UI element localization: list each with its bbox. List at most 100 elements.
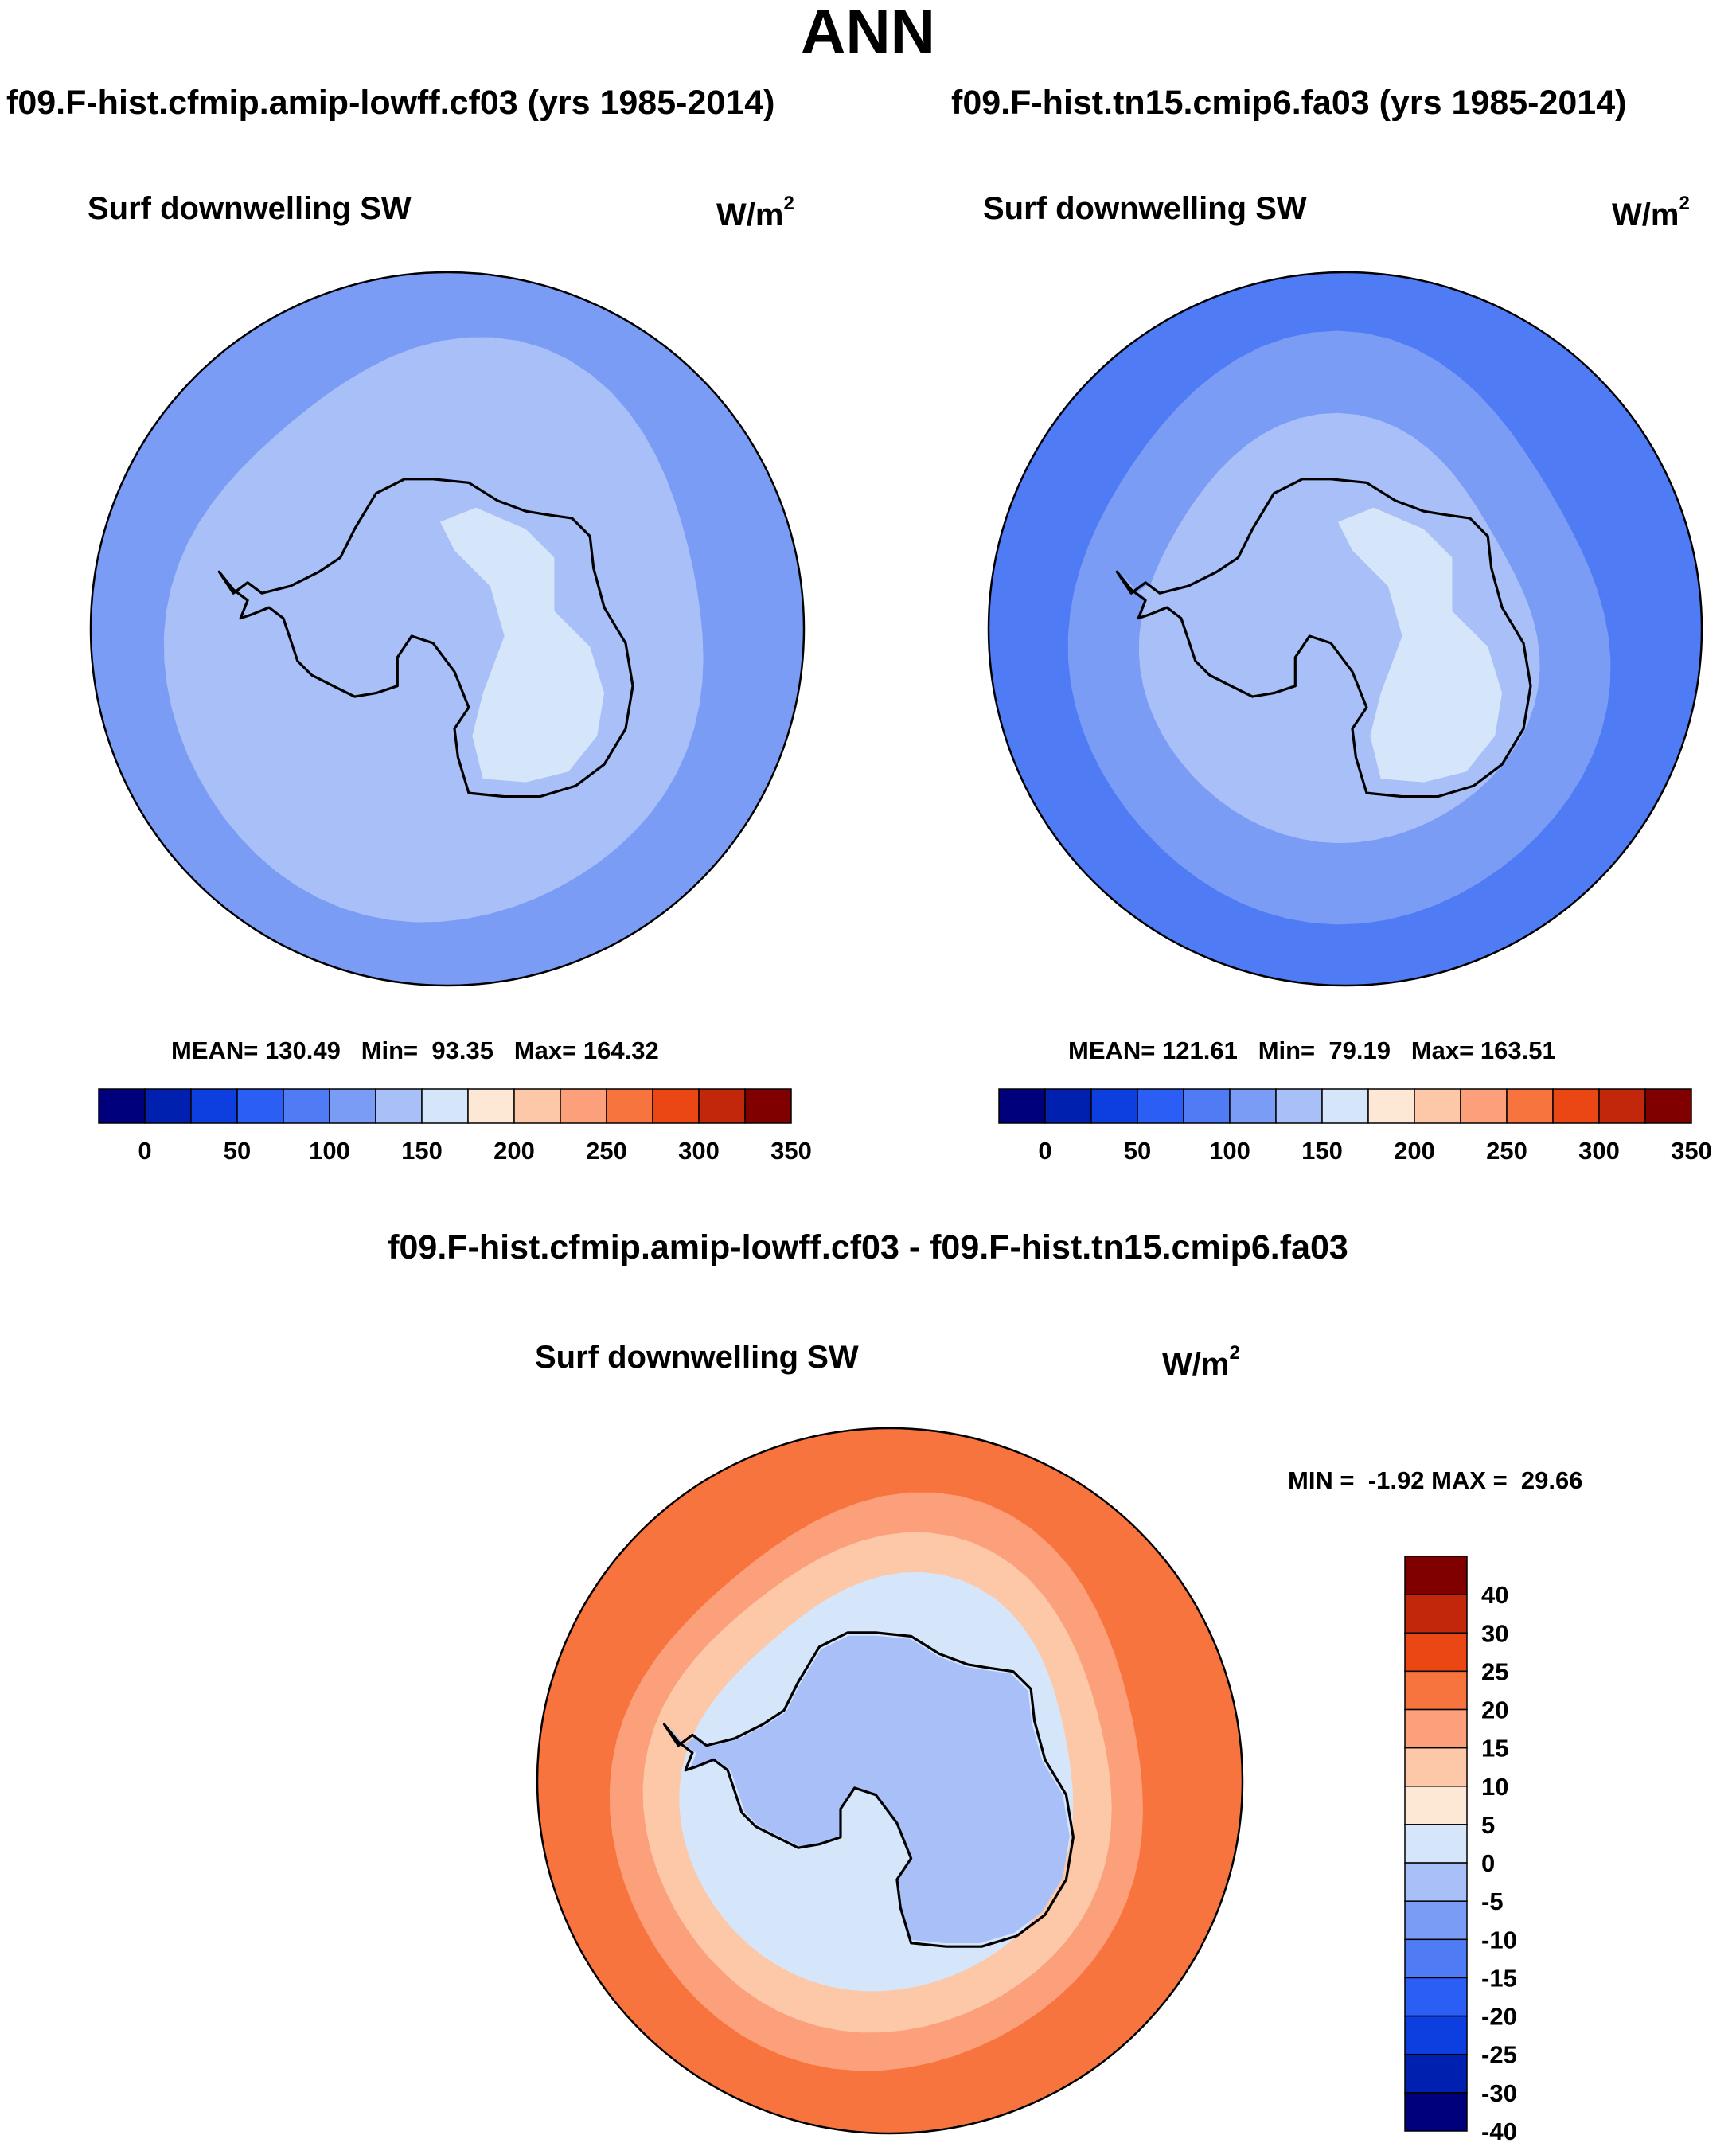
- right-colorbar-box: [1644, 1088, 1692, 1124]
- left-colorbar-box: [744, 1088, 792, 1124]
- figure-title: ANN: [801, 0, 935, 66]
- diff-colorbar-tick-label: 30: [1481, 1619, 1508, 1647]
- diff-colorbar-tick-label: 15: [1481, 1735, 1508, 1762]
- diff-region-antarctic-interior: [669, 1635, 1070, 1943]
- diff-colorbar-box: [1404, 1938, 1468, 1979]
- left-colorbar-box: [606, 1088, 653, 1124]
- diff-colorbar-tick-label: 40: [1481, 1581, 1508, 1609]
- left-colorbar-box: [652, 1088, 700, 1124]
- diff-colorbar-box: [1404, 1747, 1468, 1787]
- diff-map: [536, 1427, 1244, 2135]
- right-colorbar-tick-label: 0: [1038, 1137, 1051, 1165]
- diff-colorbar-box: [1404, 1977, 1468, 2017]
- diff-colorbar-box: [1404, 1632, 1468, 1673]
- left-colorbar-box: [467, 1088, 515, 1124]
- right-colorbar-tick-label: 350: [1671, 1137, 1712, 1165]
- diff-units: W/m2: [1162, 1342, 1240, 1382]
- right-variable-title: Surf downwelling SW: [983, 191, 1307, 226]
- right-units: W/m2: [1612, 193, 1690, 232]
- left-colorbar-box: [144, 1088, 192, 1124]
- diff-colorbar-tick-label: 20: [1481, 1696, 1508, 1724]
- diff-colorbar-box: [1404, 1824, 1468, 1864]
- right-colorbar-box: [1090, 1088, 1138, 1124]
- right-colorbar: 0 50 100 150 200 250 300 350: [998, 1088, 1712, 1165]
- diff-colorbar: 40 30 25 20 15 10 5 0 -5 -10 -15 -20 -25 -30 -40: [1404, 1556, 1517, 2143]
- right-colorbar-box: [1321, 1088, 1369, 1124]
- right-colorbar-tick-label: 250: [1486, 1137, 1527, 1165]
- left-region-east-antarctica-plateau: [440, 507, 605, 783]
- diff-colorbar-box: [1404, 2053, 1468, 2094]
- right-colorbar-tick-label: 150: [1301, 1137, 1343, 1165]
- left-colorbar-tick-label: 50: [224, 1137, 251, 1165]
- left-colorbar-tick-label: 300: [678, 1137, 720, 1165]
- right-colorbar-tick-label: 300: [1578, 1137, 1620, 1165]
- right-colorbar-box: [1414, 1088, 1461, 1124]
- diff-colorbar-tick-label: -5: [1481, 1887, 1504, 1915]
- right-map: [987, 271, 1703, 987]
- diff-colorbar-box: [1404, 1556, 1468, 1595]
- left-colorbar-tick-label: 350: [770, 1137, 812, 1165]
- diff-colorbar-tick-label: 25: [1481, 1657, 1508, 1685]
- left-colorbar-box: [329, 1088, 376, 1124]
- left-variable-title: Surf downwelling SW: [88, 191, 412, 226]
- right-panel-title: f09.F-hist.tn15.cmip6.fa03 (yrs 1985-201…: [951, 84, 1627, 122]
- left-panel-title: f09.F-hist.cfmip.amip-lowff.cf03 (yrs 19…: [6, 84, 775, 122]
- right-colorbar-tick-label: 200: [1394, 1137, 1435, 1165]
- left-colorbar-tick-label: 0: [138, 1137, 151, 1165]
- left-colorbar-box: [190, 1088, 238, 1124]
- right-colorbar-box: [998, 1088, 1046, 1124]
- diff-colorbar-tick-label: -40: [1481, 2118, 1517, 2143]
- left-colorbar-box: [236, 1088, 284, 1124]
- diff-colorbar-tick-label: 0: [1481, 1849, 1495, 1877]
- right-region-east-antarctica-plateau: [1338, 507, 1503, 783]
- right-colorbar-box: [1044, 1088, 1092, 1124]
- right-colorbar-box: [1137, 1088, 1184, 1124]
- diff-colorbar-box: [1404, 1900, 1468, 1941]
- left-colorbar-tick-label: 100: [309, 1137, 350, 1165]
- diff-colorbar-tick-label: -15: [1481, 1964, 1517, 1992]
- diff-colorbar-box: [1404, 2092, 1468, 2132]
- left-stats: MEAN= 130.49 Min= 93.35 Max= 164.32: [171, 1036, 659, 1064]
- left-units: W/m2: [716, 193, 794, 232]
- left-colorbar-tick-label: 150: [401, 1137, 443, 1165]
- right-colorbar-box: [1275, 1088, 1323, 1124]
- left-colorbar: 0 50 100 150 200 250 300 350: [98, 1088, 812, 1165]
- diff-colorbar-box: [1404, 1594, 1468, 1634]
- diff-colorbar-tick-label: -30: [1481, 2079, 1517, 2107]
- right-colorbar-box: [1598, 1088, 1646, 1124]
- right-stats: MEAN= 121.61 Min= 79.19 Max= 163.51: [1068, 1036, 1556, 1064]
- left-colorbar-box: [513, 1088, 561, 1124]
- left-colorbar-box: [421, 1088, 469, 1124]
- right-colorbar-tick-label: 100: [1209, 1137, 1250, 1165]
- left-colorbar-box: [283, 1088, 330, 1124]
- diff-colorbar-tick-label: -10: [1481, 1926, 1517, 1954]
- right-colorbar-box: [1506, 1088, 1554, 1124]
- right-map-border: [987, 271, 1703, 987]
- right-colorbar-box: [1460, 1088, 1508, 1124]
- diff-variable-title: Surf downwelling SW: [535, 1340, 859, 1375]
- left-coastline: [217, 478, 634, 798]
- diff-colorbar-tick-label: -20: [1481, 2003, 1517, 2031]
- diff-map-border: [536, 1427, 1244, 2135]
- right-colorbar-box: [1183, 1088, 1231, 1124]
- left-colorbar-box: [560, 1088, 607, 1124]
- diff-colorbar-box: [1404, 1670, 1468, 1711]
- left-colorbar-tick-label: 200: [493, 1137, 535, 1165]
- left-colorbar-box: [98, 1088, 146, 1124]
- diff-colorbar-tick-label: -25: [1481, 2041, 1517, 2069]
- right-colorbar-box: [1229, 1088, 1277, 1124]
- diff-colorbar-tick-label: 10: [1481, 1773, 1508, 1801]
- left-map: [89, 271, 806, 987]
- diff-coastline: [662, 1631, 1075, 1948]
- diff-colorbar-box: [1404, 1786, 1468, 1825]
- right-colorbar-box: [1552, 1088, 1600, 1124]
- left-colorbar-box: [698, 1088, 746, 1124]
- diff-colorbar-box: [1404, 1708, 1468, 1749]
- diff-stats: MIN = -1.92 MAX = 29.66: [1288, 1466, 1583, 1494]
- diff-colorbar-box: [1404, 1862, 1468, 1902]
- right-fill-layers: [989, 272, 1702, 986]
- left-fill-layers: [91, 272, 804, 986]
- right-coastline: [1115, 478, 1532, 798]
- left-map-border: [89, 271, 806, 987]
- diff-colorbar-box: [1404, 2015, 1468, 2055]
